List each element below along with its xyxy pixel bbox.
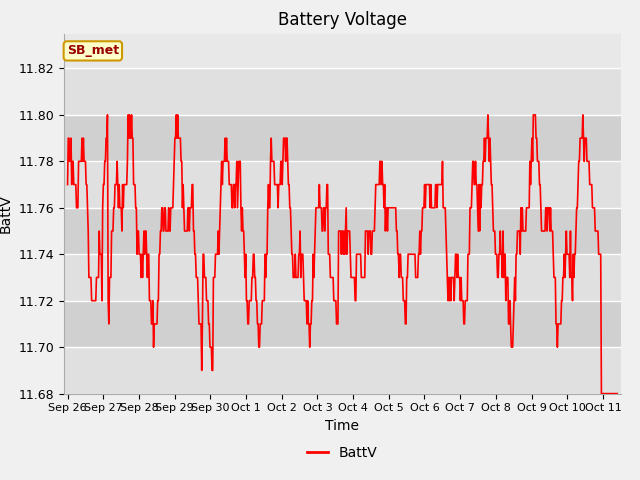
Bar [64, 115, 621, 161]
Bar [64, 161, 621, 208]
X-axis label: Time: Time [325, 419, 360, 433]
Bar [64, 347, 621, 394]
Bar [64, 69, 621, 115]
Title: Battery Voltage: Battery Voltage [278, 11, 407, 29]
Bar [64, 300, 621, 347]
Legend: BattV: BattV [301, 441, 383, 466]
Bar [64, 254, 621, 300]
Y-axis label: BattV: BattV [0, 194, 13, 233]
Text: SB_met: SB_met [67, 44, 119, 58]
Bar [64, 208, 621, 254]
